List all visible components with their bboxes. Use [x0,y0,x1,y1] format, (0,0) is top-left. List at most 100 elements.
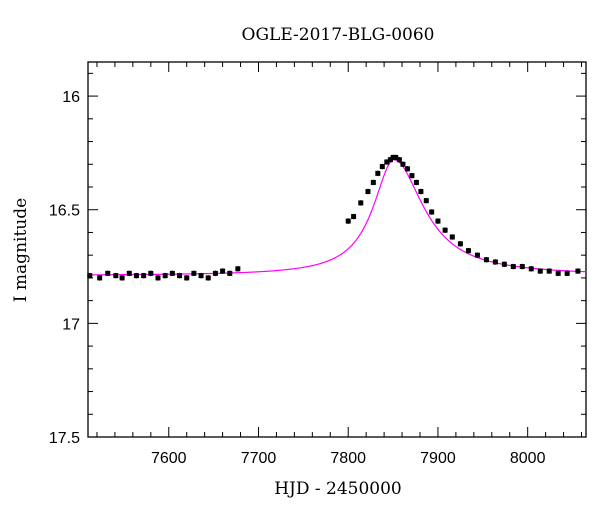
point-marker [429,209,435,215]
data-point [113,272,119,279]
data-point [97,275,103,281]
point-marker [351,214,357,220]
point-marker [400,161,406,167]
data-point [155,275,161,281]
data-point [177,272,183,279]
data-point [413,179,419,186]
data-point [105,270,111,277]
point-marker [379,164,385,170]
data-point [184,275,190,281]
data-point [365,188,371,195]
point-marker [119,275,125,281]
point-marker [198,273,204,279]
data-point [345,218,351,224]
point-marker [384,159,390,165]
point-marker [155,275,161,281]
data-point [449,234,455,240]
point-marker [423,198,429,204]
point-marker [435,218,441,224]
axis-ticks: 7600 7700 7800 7900 8000 16 16.5 17 17.5 [49,62,586,467]
point-marker [519,264,525,270]
data-point [198,272,204,279]
data-point [423,197,429,204]
data-point [191,270,197,277]
data-point [483,257,489,263]
point-marker [370,179,376,185]
point-marker [449,234,455,240]
y-tick-label: 16 [62,89,80,106]
data-point [351,213,357,220]
point-marker [575,268,581,274]
point-marker [97,275,103,281]
point-marker [235,266,241,272]
point-marker [387,157,393,163]
x-tick-label: 7700 [241,450,277,467]
data-point [119,275,125,281]
data-point [546,268,552,274]
x-tick-label: 7600 [151,450,187,467]
point-marker [396,157,402,163]
point-marker [528,266,534,272]
data-point [575,268,581,274]
data-point [474,252,480,258]
point-marker [483,257,489,263]
point-marker [205,275,211,281]
point-marker [465,248,471,254]
plot-frame [87,61,587,438]
point-marker [148,270,154,276]
x-tick-label: 7900 [420,450,456,467]
data-point [235,266,241,272]
data-point [169,270,175,277]
y-tick-label: 17 [62,316,80,333]
point-marker [113,273,119,279]
data-point [409,172,415,179]
data-point [162,272,168,279]
point-marker [162,273,168,279]
data-point [492,259,498,265]
point-marker [105,270,111,276]
point-marker [191,270,197,276]
plot-border [87,61,587,438]
point-marker [555,270,561,276]
model-curve-layer [88,159,587,276]
data-point [358,200,364,206]
point-marker [537,268,543,274]
x-tick-label: 8000 [510,450,546,467]
point-marker [457,241,463,247]
point-marker [212,270,218,276]
chart-title: OGLE-2017-BLG-0060 [242,25,435,45]
point-marker [546,268,552,274]
data-point [501,261,507,267]
point-marker [564,270,570,276]
point-marker [413,179,419,185]
point-marker [390,154,396,160]
point-marker [141,273,147,279]
data-point [564,270,570,277]
data-point [435,218,441,224]
data-point [393,154,399,161]
point-marker [177,273,183,279]
point-marker [375,170,381,176]
data-point [404,166,410,172]
data-point [133,272,139,279]
point-marker [418,189,424,195]
data-point [212,270,218,277]
data-point [370,179,376,186]
point-marker [227,270,233,276]
point-marker [220,268,226,274]
point-marker [126,270,132,276]
data-point [390,154,396,161]
data-point [148,270,154,277]
point-marker [358,200,364,206]
data-point [400,161,406,167]
x-tick-label: 7800 [330,450,366,467]
point-marker [442,227,448,233]
data-point [528,266,534,272]
point-marker [345,218,351,224]
data-point [465,247,471,254]
data-point [396,157,402,163]
point-marker [365,189,371,195]
x-axis-label: HJD - 2450000 [274,479,402,499]
y-axis-label: I magnitude [11,198,31,302]
point-marker [404,166,410,172]
